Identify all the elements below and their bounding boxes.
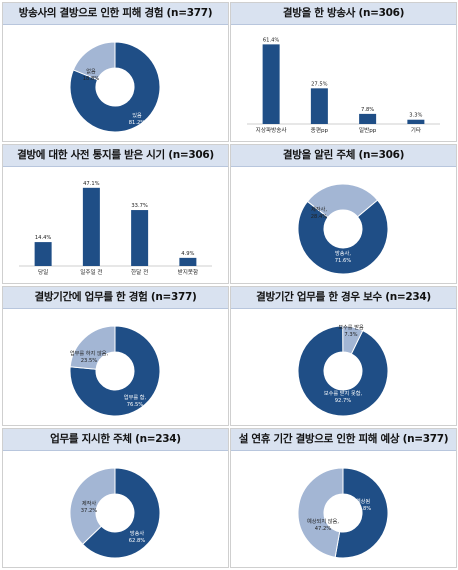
slice-value-label: 23.5% — [81, 358, 98, 364]
chart-title: 결방기간 업무를 한 경우 보수 (n=234) — [231, 287, 456, 309]
bar-value-label: 14.4% — [35, 235, 52, 241]
slice-label: 보수를 받음 — [338, 323, 364, 331]
x-tick-label: 기타 — [411, 126, 421, 134]
donut-chart-notifier: 방송사,71.6% 제작사,28.4% — [297, 183, 389, 275]
pie-slice — [297, 325, 389, 417]
panel-notifier: 결방을 알린 주체 (n=306) 방송사, 71.6% 제작사, 28.4% — [230, 144, 457, 284]
bar — [262, 44, 280, 125]
slice-label: 예상되지 않음, — [307, 517, 339, 525]
slice-label: 없음 — [86, 67, 96, 75]
slice-value-label: 52.8% — [355, 506, 372, 512]
slice-value-label: 37.2% — [81, 508, 98, 514]
bar — [131, 210, 149, 266]
pie-slice — [297, 199, 389, 275]
bar-value-label: 61.4% — [263, 37, 280, 43]
donut-chart-compensation: 보수를 받지 못함,92.7% 보수를 받음7.3% — [297, 323, 389, 417]
bar-chart-broadcasters: 61.4% 지상파방송사 27.5% 종편pp 7.8% 일반pp 3.3% 기타 — [247, 37, 440, 134]
slice-label: 방송사 — [130, 529, 145, 537]
pie-slice — [69, 325, 161, 417]
donut-chart-work-experience: 업무를 함,76.5% 업무를 하지 않음,23.5% — [69, 325, 161, 417]
slice-label: 업무를 하지 않음, — [70, 349, 109, 357]
chart-title: 결방을 알린 주체 (n=306) — [231, 145, 456, 167]
bar-value-label: 33.7% — [131, 203, 148, 209]
bar — [407, 119, 425, 124]
x-tick-label: 지상파방송사 — [256, 126, 287, 134]
x-tick-label: 종편pp — [311, 126, 329, 134]
pie-slice — [306, 183, 379, 219]
slice-value-label: 62.8% — [129, 538, 146, 544]
bar-value-label: 27.5% — [311, 81, 328, 87]
panel-damage-experience: 방송사의 결방으로 인한 피해 경험 (n=377) 있음 81.2% 없음 18.8… — [2, 2, 229, 142]
slice-label: 예상됨 — [356, 497, 371, 505]
x-tick-label: 받지못함 — [178, 268, 199, 276]
slice-label: 제작사 — [82, 499, 97, 507]
bar — [359, 113, 377, 124]
panel-work-during-cancellation: 결방기간에 업무를 한 경험 (n=377) 업무를 함, 76.5% 업무를 하지… — [2, 286, 229, 426]
slice-label: 방송사, — [335, 249, 351, 257]
pie-slice — [69, 41, 161, 133]
chart-title: 방송사의 결방으로 인한 피해 경험 (n=377) — [3, 3, 228, 25]
bar-chart-notice-timing: 14.4% 당일 47.1% 일주일 전 33.7% 한달 전 4.9% 받지못함 — [19, 181, 212, 276]
chart-title: 결방기간에 업무를 한 경험 (n=377) — [3, 287, 228, 309]
bar-value-label: 7.8% — [361, 107, 374, 113]
panel-holiday-damage: 설 연휴 기간 결방으로 인한 피해 예상 (n=377) 예상됨 52.8% 예상… — [230, 428, 457, 568]
bar-value-label: 4.9% — [181, 251, 194, 257]
slice-value-label: 18.8% — [83, 76, 100, 82]
x-tick-label: 일주일 전 — [80, 268, 102, 276]
bar-value-label: 47.1% — [83, 181, 100, 187]
bar — [34, 242, 52, 266]
slice-value-label: 92.7% — [335, 398, 352, 404]
pie-slice — [342, 325, 364, 355]
chart-title: 결방을 한 방송사 (n=306) — [231, 3, 456, 25]
slice-value-label: 47.2% — [315, 526, 332, 532]
slice-value-label: 28.4% — [311, 214, 328, 220]
pie-slice — [81, 467, 161, 559]
chart-title: 결방에 대한 사전 통지를 받은 시기 (n=306) — [3, 145, 228, 167]
slice-label: 있음 — [132, 111, 142, 119]
bar — [82, 187, 100, 266]
slice-value-label: 71.6% — [335, 258, 352, 264]
slice-label: 보수를 받지 못함, — [324, 389, 363, 397]
panel-broadcasters: 결방을 한 방송사 (n=306) 61.4% 지상파방송사 27.5% 종편pp 7.… — [230, 2, 457, 142]
pie-slice — [69, 325, 116, 370]
x-tick-label: 한달 전 — [131, 268, 148, 276]
slice-value-label: 81.2% — [129, 120, 146, 126]
panel-compensation: 결방기간 업무를 한 경우 보수 (n=234) 보수를 받지 못함, 92.7%… — [230, 286, 457, 426]
slice-label: 제작사, — [311, 205, 327, 213]
pie-slice — [69, 467, 116, 545]
slice-value-label: 7.3% — [344, 332, 357, 338]
panel-work-instructor: 업무를 지시한 주체 (n=234) 방송사 62.8% 제작사 37.2% — [2, 428, 229, 568]
chart-title: 설 연휴 기간 결방으로 인한 피해 예상 (n=377) — [231, 429, 456, 451]
pie-slice — [297, 467, 344, 558]
slice-value-label: 76.5% — [127, 402, 144, 408]
panel-notice-timing: 결방에 대한 사전 통지를 받은 시기 (n=306) 14.4% 당일 47.1%… — [2, 144, 229, 284]
bar — [310, 88, 328, 124]
pie-slice — [72, 41, 116, 81]
x-tick-label: 일반pp — [359, 126, 377, 134]
chart-title: 업무를 지시한 주체 (n=234) — [3, 429, 228, 451]
bar — [179, 257, 197, 266]
pie-slice — [334, 467, 389, 559]
slice-label: 업무를 함, — [124, 393, 147, 401]
x-tick-label: 당일 — [38, 268, 48, 276]
bar-value-label: 3.3% — [409, 113, 422, 119]
